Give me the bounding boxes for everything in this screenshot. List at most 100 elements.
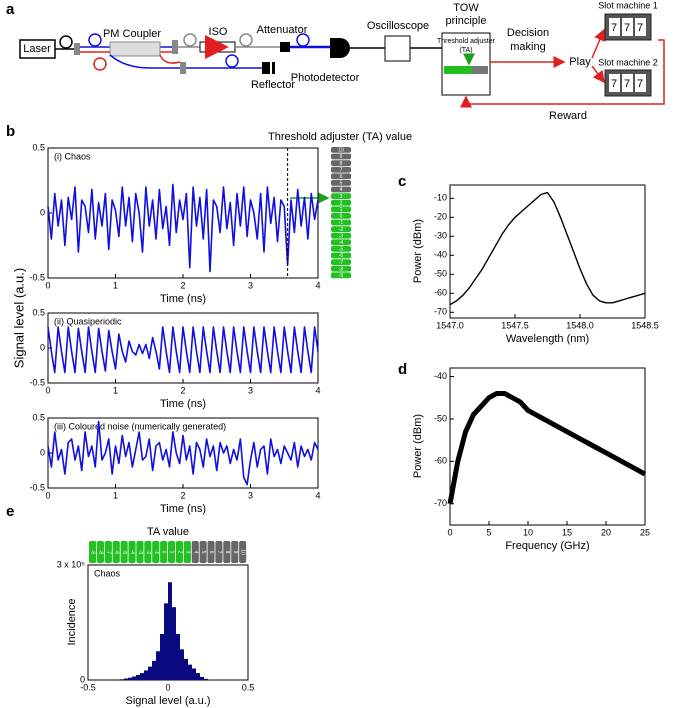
slot-symbol: 7 bbox=[611, 22, 617, 34]
ta-cell bbox=[331, 219, 351, 226]
ta-cell bbox=[89, 541, 97, 563]
slot-symbol: 7 bbox=[637, 78, 643, 90]
x-tick-label: 1 bbox=[113, 490, 118, 500]
x-tick-label: 1548.0 bbox=[566, 320, 594, 330]
slot-symbol: 7 bbox=[624, 22, 630, 34]
ta-cell bbox=[331, 193, 351, 199]
ta-cell bbox=[191, 541, 199, 563]
label: Reflector bbox=[251, 79, 295, 91]
ta-label: 7 bbox=[216, 551, 222, 554]
label: Threshold adjuster bbox=[437, 38, 496, 45]
panel-label: b bbox=[6, 123, 15, 140]
ta-label: 9 bbox=[340, 154, 343, 160]
ta-cell bbox=[96, 541, 104, 563]
hist-bar bbox=[168, 582, 172, 680]
y-tick-label: -0.5 bbox=[29, 272, 45, 282]
y-tick-label: 0.5 bbox=[32, 142, 45, 152]
x-axis-label: Signal level (a.u.) bbox=[126, 695, 211, 707]
y-tick-label: 0 bbox=[40, 447, 45, 457]
hist-bar bbox=[204, 678, 208, 680]
y-axis-label: Incidence bbox=[66, 598, 78, 645]
ta-cell bbox=[136, 541, 144, 563]
ta-label: -5 bbox=[121, 550, 127, 555]
y-tick-label: -40 bbox=[434, 250, 447, 260]
hist-bar bbox=[180, 649, 184, 680]
plot-frame bbox=[47, 147, 319, 279]
label: TOW bbox=[453, 2, 479, 14]
ta-cell bbox=[331, 259, 351, 265]
hist-bar bbox=[192, 668, 196, 680]
label: Attenuator bbox=[257, 24, 308, 36]
ta-cell bbox=[112, 541, 120, 563]
ta-label: -7 bbox=[105, 550, 111, 555]
x-tick-label: 2 bbox=[180, 490, 185, 500]
ta-cell bbox=[331, 213, 351, 219]
x-tick-label: 4 bbox=[315, 490, 320, 500]
ta-cell bbox=[331, 252, 351, 259]
x-tick-label: 3 bbox=[248, 385, 253, 395]
x-tick-label: 1 bbox=[113, 385, 118, 395]
hist-bar bbox=[120, 679, 124, 680]
y-axis-label: Power (dBm) bbox=[412, 219, 424, 283]
ta-label: 4 bbox=[340, 187, 343, 193]
ta-cell bbox=[160, 541, 168, 563]
hist-bar bbox=[144, 670, 148, 680]
y-axis-label: Power (dBm) bbox=[412, 414, 424, 478]
x-axis-label: Time (ns) bbox=[160, 503, 206, 515]
ta-label: 10 bbox=[338, 148, 344, 154]
ta-cell bbox=[223, 541, 231, 563]
ta-label: 3 bbox=[340, 194, 343, 200]
hist-bar bbox=[128, 677, 132, 680]
y-tick-label: 0 bbox=[40, 207, 45, 217]
hist-bar bbox=[156, 651, 160, 680]
y-tick-label: 0.5 bbox=[32, 412, 45, 422]
label: Decision bbox=[507, 27, 549, 39]
hist-bar bbox=[196, 673, 200, 680]
x-axis-label: Time (ns) bbox=[160, 293, 206, 305]
ta-label: 3 bbox=[184, 551, 190, 554]
hist-bar bbox=[152, 660, 156, 680]
x-axis-label: Time (ns) bbox=[160, 398, 206, 410]
ta-cell bbox=[331, 180, 351, 186]
ta-label: -4 bbox=[339, 240, 344, 246]
x-tick-label: 4 bbox=[315, 280, 320, 290]
ta-label: 6 bbox=[340, 174, 343, 180]
ta-cell bbox=[183, 541, 191, 563]
ta-label: 5 bbox=[200, 551, 206, 554]
y-tick-label: -40 bbox=[434, 371, 447, 381]
ta-label: 4 bbox=[192, 551, 198, 554]
ta-label: -3 bbox=[137, 550, 143, 555]
ta-cell bbox=[331, 173, 351, 180]
data-line bbox=[47, 420, 319, 486]
y-tick-label: -70 bbox=[434, 307, 447, 317]
label: ISO bbox=[209, 26, 228, 38]
label: Slot machine 2 bbox=[598, 57, 658, 67]
ta-cell bbox=[231, 541, 239, 563]
ta-cell bbox=[331, 206, 351, 213]
annotation: (iii) Coloured noise (numerically genera… bbox=[54, 421, 226, 431]
ta-label: 1 bbox=[340, 207, 343, 213]
ta-cell bbox=[215, 541, 223, 563]
ta-label: 7 bbox=[340, 167, 343, 173]
ta-label: 2 bbox=[340, 200, 343, 206]
ta-cell bbox=[331, 166, 351, 173]
x-tick-label: 0 bbox=[165, 682, 170, 692]
y-tick-label: -50 bbox=[434, 269, 447, 279]
x-tick-label: 3 bbox=[248, 280, 253, 290]
y-axis-label: Signal level (a.u.) bbox=[11, 268, 26, 368]
annotation: (ii) Quasiperiodic bbox=[54, 316, 122, 326]
hist-bar bbox=[188, 664, 192, 680]
y-tick-label: -30 bbox=[434, 231, 447, 241]
data-line bbox=[447, 390, 647, 505]
y-tick-label: 0.5 bbox=[32, 307, 45, 317]
x-tick-label: 0 bbox=[45, 490, 50, 500]
ta-label: 5 bbox=[340, 181, 343, 187]
ta-label: -8 bbox=[339, 266, 344, 272]
ta-label: -6 bbox=[339, 253, 344, 259]
ta-cell bbox=[175, 541, 183, 563]
ta-label: -8 bbox=[98, 550, 104, 555]
x-tick-label: 10 bbox=[523, 527, 533, 537]
slot-symbol: 7 bbox=[611, 78, 617, 90]
y-tick-label: -10 bbox=[434, 193, 447, 203]
